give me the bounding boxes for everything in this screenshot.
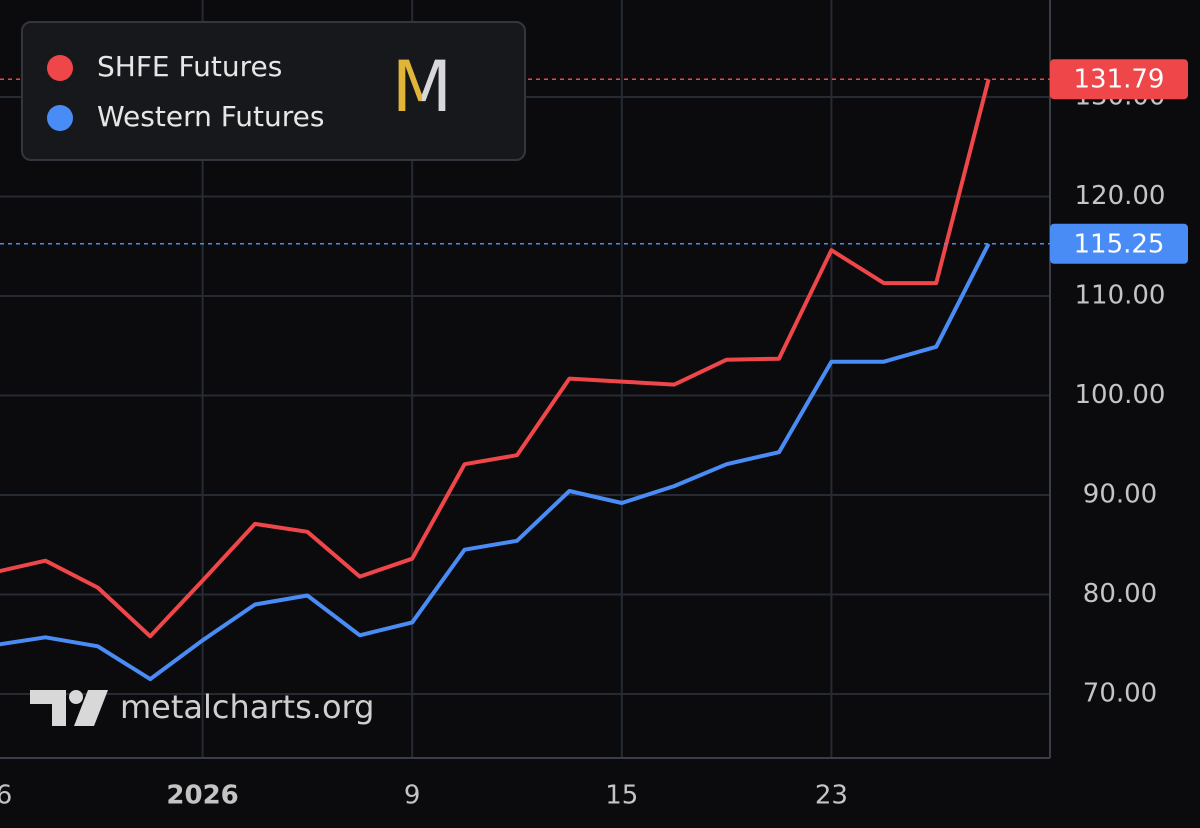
series-line	[0, 242, 991, 682]
legend-marker	[47, 55, 73, 81]
x-tick-label: 2026	[166, 781, 238, 811]
y-tick-label: 70.00	[1083, 679, 1157, 709]
y-tick-label: 120.00	[1075, 181, 1166, 211]
legend: M SHFE Futures Western Futures	[21, 21, 526, 161]
y-tick-label: 110.00	[1075, 281, 1166, 311]
last-value-label: 131.79	[1074, 65, 1165, 95]
watermark-icon	[74, 690, 108, 726]
y-tick-label: 80.00	[1083, 579, 1157, 609]
series-line	[0, 78, 991, 639]
x-tick-label: 23	[815, 781, 848, 811]
x-tick-label: 9	[404, 781, 421, 811]
y-tick-label: 100.00	[1075, 380, 1166, 410]
legend-label: Western Futures	[97, 100, 325, 133]
last-value-box	[1050, 59, 1188, 100]
last-value-label: 115.25	[1074, 229, 1165, 259]
legend-box	[21, 21, 526, 161]
legend-marker	[47, 105, 73, 131]
last-value-box	[1050, 223, 1188, 264]
x-tick-label: 6	[0, 781, 12, 811]
logo: M	[392, 46, 452, 128]
x-tick-label: 15	[605, 781, 638, 811]
watermark-icon	[30, 690, 66, 726]
y-tick-label: 90.00	[1083, 480, 1157, 510]
watermark-icon	[69, 690, 83, 704]
watermark: metalcharts.org	[30, 688, 374, 726]
legend-label: SHFE Futures	[97, 50, 282, 83]
watermark-text: metalcharts.org	[120, 688, 374, 726]
